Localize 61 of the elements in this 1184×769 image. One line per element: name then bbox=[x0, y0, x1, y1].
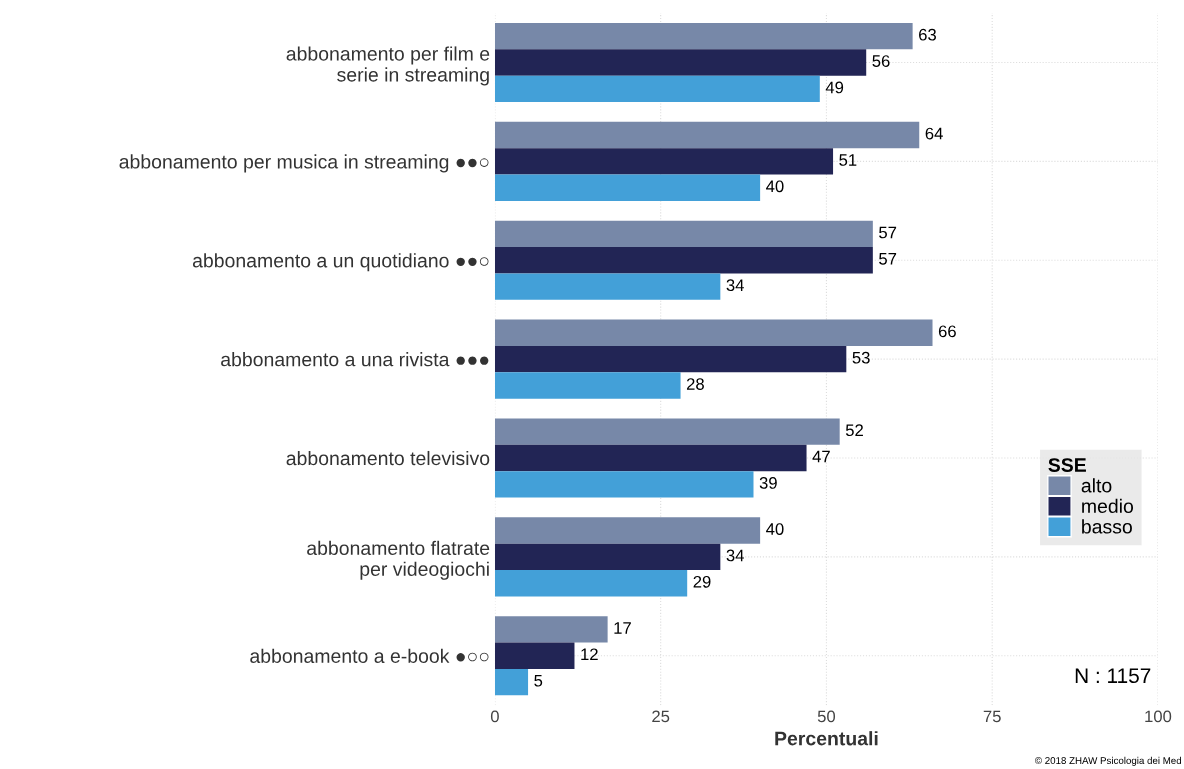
bar bbox=[494, 345, 847, 373]
bar bbox=[494, 148, 834, 175]
bar bbox=[494, 471, 754, 498]
x-tick-label: 75 bbox=[983, 710, 1001, 723]
y-tick-label: abbonamento per musica in streaming ●●○ bbox=[119, 154, 489, 173]
data-label: 52 bbox=[845, 424, 863, 437]
x-tick-label: 100 bbox=[1145, 710, 1172, 723]
bar bbox=[494, 418, 840, 445]
data-label: 40 bbox=[766, 180, 784, 193]
data-label: 66 bbox=[938, 325, 956, 338]
x-tick-label: 50 bbox=[817, 710, 836, 723]
x-tick-label: 25 bbox=[652, 710, 670, 723]
data-label: 56 bbox=[872, 55, 890, 67]
legend-title: SSE bbox=[1048, 458, 1086, 472]
bar bbox=[494, 570, 688, 597]
data-label: 53 bbox=[852, 351, 870, 364]
bar bbox=[494, 75, 820, 103]
bar bbox=[494, 121, 920, 149]
data-label: 63 bbox=[919, 28, 936, 41]
y-tick-label: abbonamento a un quotidiano ●●○ bbox=[192, 253, 489, 272]
data-label: 5 bbox=[534, 674, 543, 687]
data-label: 57 bbox=[879, 253, 897, 265]
y-tick-label: abbonamento per film e serie in streaming bbox=[286, 46, 490, 86]
y-tick-label: abbonamento a una rivista ●●● bbox=[221, 352, 489, 367]
bar bbox=[494, 616, 608, 643]
bar bbox=[494, 49, 867, 76]
annotation: N : 1157 bbox=[1075, 668, 1151, 684]
bar bbox=[494, 668, 529, 696]
bar bbox=[494, 22, 913, 50]
bar bbox=[494, 220, 873, 248]
bar bbox=[494, 319, 933, 346]
x-axis-title: Percentuali bbox=[775, 731, 878, 746]
bar bbox=[494, 642, 575, 669]
bar bbox=[494, 543, 721, 571]
data-label: 40 bbox=[766, 523, 784, 535]
data-label: 49 bbox=[825, 81, 844, 94]
data-label: 28 bbox=[686, 378, 704, 390]
data-label: 12 bbox=[581, 648, 598, 661]
data-label: 34 bbox=[726, 279, 744, 292]
bar bbox=[494, 273, 721, 300]
data-label: 29 bbox=[693, 575, 711, 588]
x-tick-label: 0 bbox=[490, 710, 499, 723]
bar bbox=[494, 444, 807, 472]
y-tick-label: abbonamento flatrate per videogiochi bbox=[307, 540, 490, 580]
y-tick-label: abbonamento televisivo bbox=[286, 450, 490, 466]
bar bbox=[494, 174, 761, 201]
data-label: 64 bbox=[925, 127, 943, 140]
legend-label: medio bbox=[1082, 498, 1134, 514]
data-label: 57 bbox=[879, 226, 897, 239]
bar bbox=[494, 517, 761, 544]
y-tick-label: abbonamento a e-book ●○○ bbox=[250, 648, 489, 663]
data-label: 34 bbox=[726, 549, 744, 562]
bar bbox=[494, 247, 873, 274]
text: © 2018 ZHAW Psicologia dei Med bbox=[1035, 756, 1182, 766]
bar bbox=[494, 372, 681, 399]
data-label: 39 bbox=[759, 477, 777, 489]
data-label: 17 bbox=[614, 622, 631, 634]
data-label: 47 bbox=[812, 450, 830, 463]
data-label: 51 bbox=[839, 154, 857, 166]
legend-label: alto bbox=[1081, 478, 1112, 493]
legend-label: basso bbox=[1082, 519, 1132, 534]
